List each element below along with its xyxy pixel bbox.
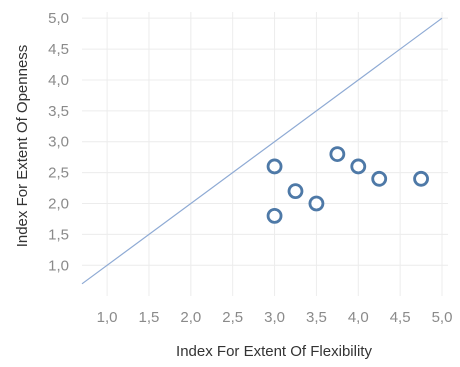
x-axis-ticks: 1,0 1,5 2,0 2,5 3,0 3,5 4,0 4,5 5,0 (97, 309, 453, 326)
x-tick-label: 5,0 (432, 309, 453, 326)
data-point (413, 170, 429, 187)
y-tick-label: 1,0 (48, 257, 69, 274)
x-tick-label: 3,0 (264, 309, 285, 326)
x-tick-label: 2,0 (180, 309, 201, 326)
data-point (266, 207, 283, 224)
data-points (266, 146, 429, 224)
x-tick-label: 1,0 (97, 309, 118, 326)
x-tick-label: 4,0 (348, 309, 369, 326)
data-point (350, 158, 367, 175)
y-tick-label: 3,0 (48, 134, 69, 151)
y-axis-ticks: 1,0 1,5 2,0 2,5 3,0 3,5 4,0 4,5 5,0 (48, 10, 69, 274)
y-tick-label: 2,5 (48, 165, 69, 182)
reference-line-group (81, 17, 443, 285)
data-point (287, 183, 304, 200)
y-tick-label: 5,0 (48, 10, 69, 27)
data-point (308, 195, 325, 212)
y-tick-label: 2,0 (48, 196, 69, 213)
gridlines (82, 12, 448, 296)
y-tick-label: 4,0 (48, 72, 69, 89)
data-point (266, 158, 283, 175)
x-tick-label: 4,5 (390, 309, 411, 326)
y-tick-label: 1,5 (48, 226, 69, 243)
x-tick-label: 2,5 (222, 309, 243, 326)
x-tick-label: 3,5 (306, 309, 327, 326)
y-axis-title: Index For Extent Of Openness (14, 45, 31, 248)
data-point (329, 146, 346, 162)
y-tick-label: 3,5 (48, 103, 69, 120)
reference-line (81, 17, 443, 285)
y-tick-label: 4,5 (48, 41, 69, 58)
x-tick-label: 1,5 (139, 309, 160, 326)
data-point (371, 170, 388, 187)
x-axis-title: Index For Extent Of Flexibility (176, 343, 372, 360)
